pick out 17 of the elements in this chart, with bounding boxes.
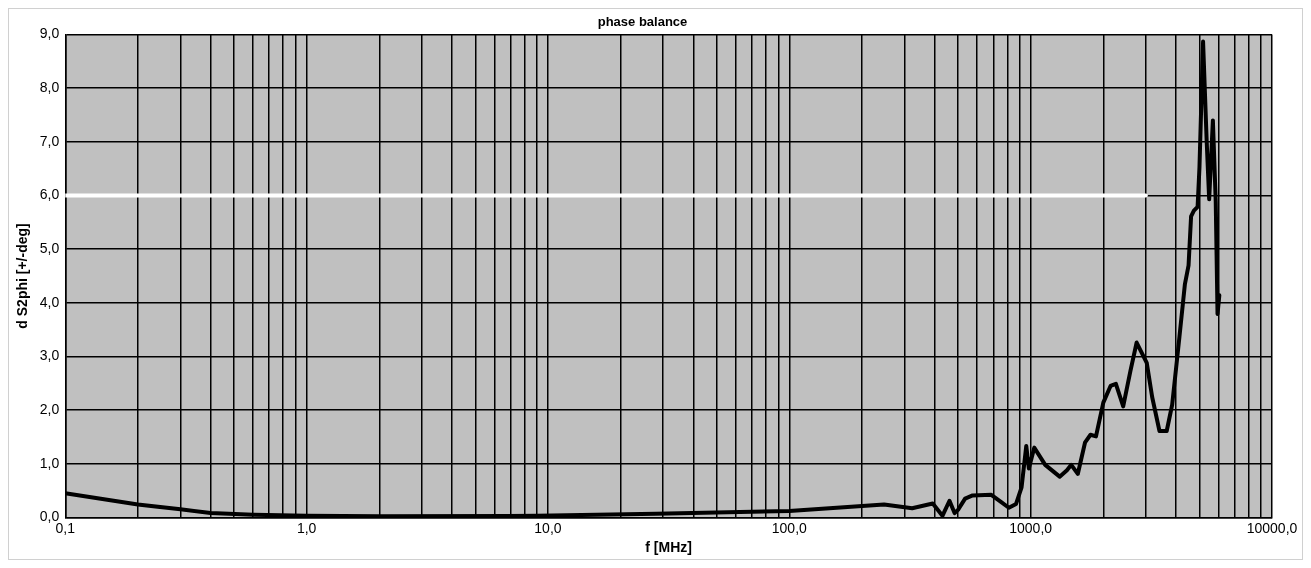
y-tick-label: 6,0	[39, 186, 60, 203]
y-tick-label: 8,0	[39, 79, 60, 96]
y-tick-label: 2,0	[39, 400, 60, 417]
x-axis-title: f [MHz]	[645, 539, 692, 556]
y-tick-label: 7,0	[39, 132, 60, 149]
x-tick-label: 1000,0	[1009, 519, 1053, 536]
y-tick-label: 9,0	[39, 25, 60, 42]
x-tick-label: 10000,0	[1246, 519, 1298, 536]
x-tick-label: 1,0	[296, 519, 317, 536]
y-tick-label: 5,0	[39, 240, 60, 257]
y-tick-label: 1,0	[39, 454, 60, 471]
y-axis-title: d S2phi [+/-deg]	[14, 223, 31, 329]
chart-title: phase balance	[597, 14, 688, 30]
x-tick-label: 10,0	[534, 519, 562, 536]
y-tick-label: 4,0	[39, 293, 60, 310]
y-tick-label: 3,0	[39, 347, 60, 364]
x-tick-label: 100,0	[771, 519, 808, 536]
